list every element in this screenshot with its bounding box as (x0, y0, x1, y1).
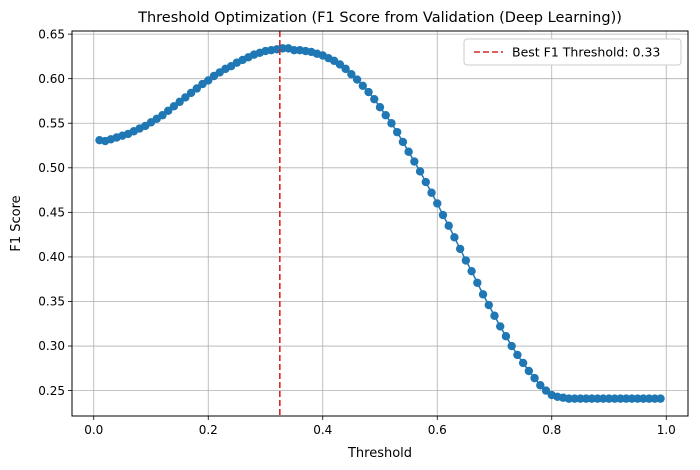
legend-box (463, 38, 682, 66)
x-tick-label: 0.0 (84, 423, 103, 437)
y-tick-label: 0.65 (38, 27, 65, 41)
data-point (467, 266, 476, 276)
y-axis-label: F1 Score (9, 195, 24, 251)
data-point (530, 373, 539, 383)
data-point (158, 111, 167, 120)
data-point (473, 278, 482, 287)
data-point (501, 332, 511, 341)
x-tick-label: 0.6 (428, 423, 447, 437)
data-point (455, 244, 465, 254)
data-point (656, 394, 665, 403)
data-point (163, 106, 173, 115)
data-point (352, 75, 362, 84)
data-point (461, 256, 471, 265)
data-point (433, 199, 442, 208)
data-point (524, 366, 534, 376)
data-point (175, 97, 184, 107)
plot-frame (71, 30, 689, 417)
y-tick-label: 0.25 (38, 384, 65, 398)
data-point (507, 341, 516, 351)
data-point (392, 127, 402, 137)
data-point (427, 188, 436, 197)
data-point (204, 76, 213, 85)
data-point (444, 221, 453, 230)
y-tick-label: 0.60 (38, 72, 65, 86)
data-point (513, 350, 522, 360)
data-point (415, 167, 425, 176)
x-axis-ticks: 0.0 0.2 0.4 0.6 0.8 1.0 (84, 416, 676, 437)
data-point (186, 88, 196, 98)
y-tick-label: 0.50 (38, 161, 65, 175)
data-point (341, 64, 350, 74)
data-point (478, 290, 488, 299)
y-tick-label: 0.30 (38, 339, 65, 353)
data-point (347, 70, 356, 79)
data-point (518, 358, 528, 368)
legend-label: Best F1 Threshold: 0.33 (512, 45, 660, 60)
x-tick-label: 1.0 (657, 423, 676, 437)
data-point (536, 381, 545, 390)
data-point (484, 300, 493, 310)
x-tick-label: 0.2 (199, 423, 218, 437)
data-point (192, 84, 202, 93)
data-point (370, 94, 379, 104)
legend: Best F1 Threshold: 0.33 (463, 38, 682, 66)
y-tick-label: 0.55 (38, 116, 65, 130)
data-point (387, 119, 396, 128)
data-point (496, 322, 505, 331)
y-tick-label: 0.45 (38, 206, 65, 220)
chart-title: Threshold Optimization (F1 Score from Va… (137, 10, 622, 26)
data-point (381, 111, 390, 120)
x-tick-label: 0.4 (313, 423, 332, 437)
data-point (358, 81, 368, 91)
data-points (95, 44, 665, 403)
y-tick-label: 0.40 (38, 250, 65, 264)
data-point (375, 102, 385, 112)
data-point (450, 233, 459, 242)
x-axis-label: Threshold (347, 446, 412, 461)
data-point (490, 311, 499, 320)
data-point (169, 102, 179, 111)
data-point (398, 137, 408, 147)
data-point (410, 157, 419, 166)
data-point (364, 87, 373, 97)
data-point (438, 210, 448, 220)
data-point (421, 177, 430, 187)
y-axis-ticks: 0.25 0.30 0.35 0.40 0.45 0.50 0.55 0.60 0.65 (38, 27, 72, 398)
data-point (335, 60, 345, 69)
data-point (181, 93, 190, 102)
x-tick-label: 0.8 (542, 423, 561, 437)
data-point (404, 147, 413, 156)
grid (72, 31, 688, 416)
y-tick-label: 0.35 (38, 295, 65, 309)
data-point (541, 386, 551, 395)
